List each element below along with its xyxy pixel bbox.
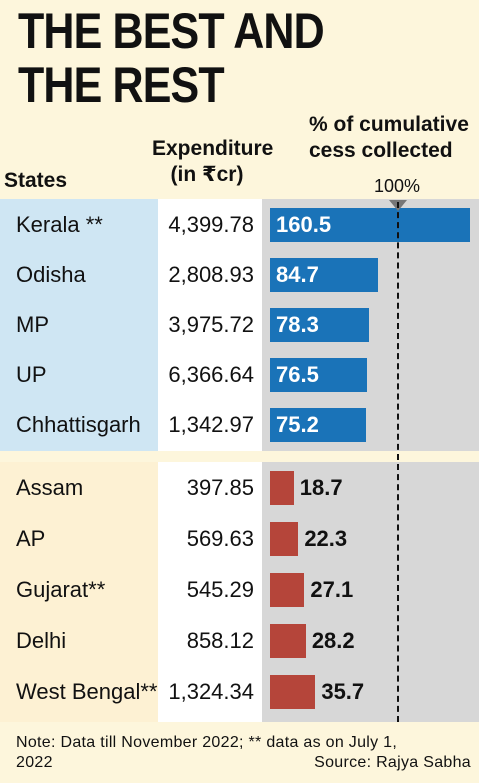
state-name: Odisha — [16, 262, 86, 287]
cess-header: % of cumulative cess collected — [309, 112, 469, 164]
data-label: 78.3 — [276, 312, 319, 337]
table-row: Odisha 2,808.93 — [0, 251, 479, 299]
bar — [270, 308, 370, 342]
table-row: Kerala ** 4,399.78 — [0, 201, 479, 249]
cess-header-line-1: % of cumulative — [309, 113, 469, 136]
cess-header-line-2: cess collected — [309, 139, 453, 162]
data-label: 35.7 — [321, 679, 365, 704]
table-row: AP 569.63 — [0, 515, 479, 563]
bar — [270, 522, 299, 556]
expenditure-column-best — [158, 199, 262, 451]
bar — [270, 408, 366, 442]
bar — [270, 208, 470, 242]
bar — [270, 358, 368, 392]
data-label: 22.3 — [304, 526, 348, 551]
expenditure-header-line-2: (in ₹cr) — [170, 163, 244, 186]
bar — [270, 675, 316, 709]
table-row: Assam 397.85 — [0, 464, 479, 512]
expenditure-value: 397.85 — [186, 475, 254, 500]
table-row: Delhi 858.12 — [0, 617, 479, 665]
expenditure-value: 6,366.64 — [168, 362, 254, 387]
data-label: 84.7 — [276, 262, 319, 287]
title-line-2: THE REST — [18, 57, 225, 113]
expenditure-value: 569.63 — [186, 526, 254, 551]
note-line-2: 2022 — [16, 754, 53, 771]
bar — [270, 624, 306, 658]
bar — [270, 471, 294, 505]
chart-title: THE BEST AND THE REST — [18, 3, 325, 113]
table-row: West Bengal** 1,324.34 — [0, 668, 479, 716]
reference-label: 100% — [374, 176, 421, 196]
data-label: 76.5 — [276, 362, 319, 387]
expenditure-column-rest — [158, 462, 262, 722]
footnote: Note: Data till November 2022; ** data a… — [16, 733, 471, 773]
expenditure-header-line-1: Expenditure — [152, 137, 274, 160]
expenditure-value: 545.29 — [186, 577, 254, 602]
title-line-1: THE BEST AND — [18, 3, 325, 59]
bar — [270, 573, 305, 607]
data-label: 160.5 — [276, 212, 332, 237]
state-name: West Bengal** — [16, 679, 158, 704]
data-label: 27.1 — [310, 577, 354, 602]
state-name: Gujarat** — [16, 577, 106, 602]
state-name: MP — [16, 312, 49, 337]
expenditure-value: 2,808.93 — [168, 262, 254, 287]
states-header: States — [4, 169, 68, 192]
expenditure-value: 1,342.97 — [168, 412, 254, 437]
source-text: Source: Rajya Sabha — [314, 754, 471, 771]
table-row: Chhattisgarh 1,342.97 — [0, 401, 479, 449]
data-label: 28.2 — [311, 628, 355, 653]
expenditure-value: 3,975.72 — [168, 312, 254, 337]
note-line-2-wrap: 2022 Source: Rajya Sabha — [16, 753, 471, 773]
data-label: 18.7 — [299, 475, 343, 500]
state-name: UP — [16, 362, 47, 387]
bar — [270, 258, 378, 292]
expenditure-value: 4,399.78 — [168, 212, 254, 237]
state-name: Assam — [16, 475, 84, 500]
table-row: UP 6,366.64 — [0, 351, 479, 399]
expenditure-header: Expenditure (in ₹cr) — [152, 136, 274, 188]
state-name: Chhattisgarh — [16, 412, 141, 437]
data-label: 75.2 — [276, 412, 319, 437]
table-row: MP 3,975.72 — [0, 301, 479, 349]
reference-line — [397, 202, 399, 722]
table-row: Gujarat** 545.29 — [0, 566, 479, 614]
state-name: Delhi — [16, 628, 67, 653]
expenditure-value: 1,324.34 — [168, 679, 254, 704]
note-line-1: Note: Data till November 2022; ** data a… — [16, 734, 398, 751]
expenditure-value: 858.12 — [186, 628, 254, 653]
state-name: AP — [16, 526, 46, 551]
state-name: Kerala ** — [16, 212, 103, 237]
